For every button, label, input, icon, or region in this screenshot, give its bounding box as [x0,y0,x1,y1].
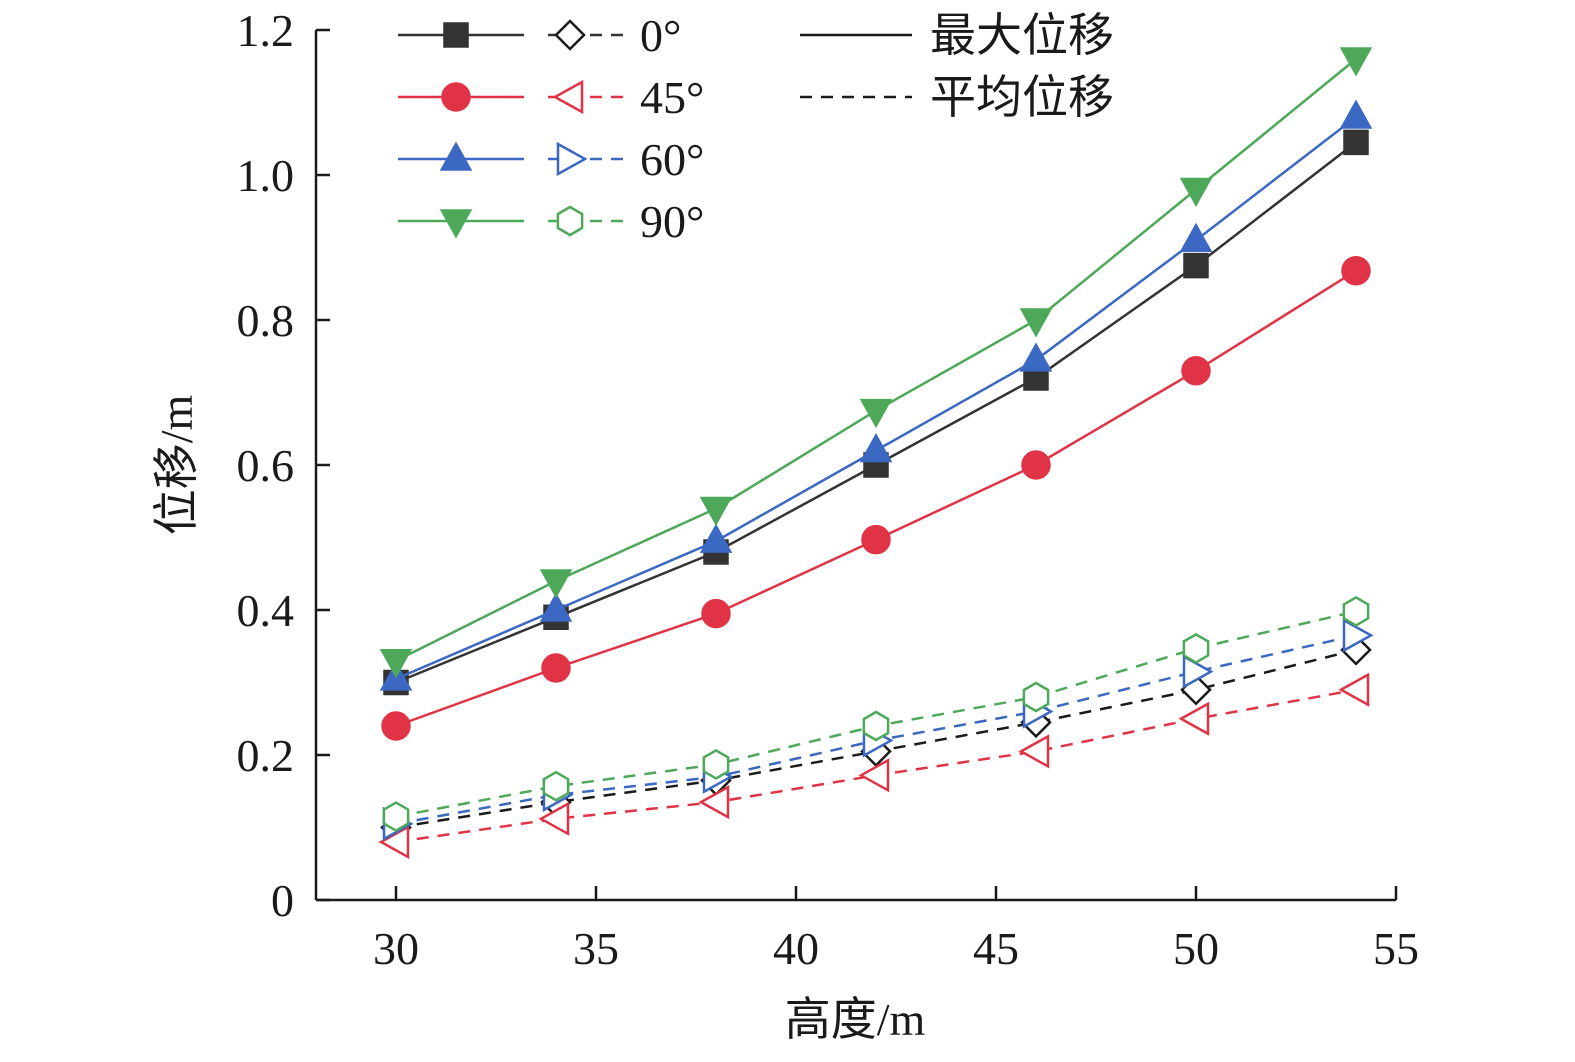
legend-avg-marker [556,141,588,177]
data-point [1339,99,1373,129]
data-point [859,398,893,429]
data-point [1022,681,1050,713]
data-point [1339,47,1373,77]
data-point [382,801,410,833]
data-point [859,432,893,463]
y-tick-label: 0 [271,875,294,926]
legend-style-label: 平均位移 [930,72,1114,123]
data-point [378,824,410,860]
data-point [858,758,890,793]
data-point [538,801,570,836]
legend-style-max: 最大位移 [800,10,1114,61]
data-point [862,710,890,742]
data-point [1341,255,1371,286]
legend-entry-45deg: 45° [398,72,704,123]
data-point [698,785,730,820]
x-tick-label: 50 [1173,923,1219,974]
legend-label: 0° [640,10,681,61]
y-tick-label: 1.2 [237,5,295,56]
data-point [1342,595,1370,627]
y-tick-label: 0.6 [237,440,295,491]
data-point [1182,654,1214,689]
series-90deg-avg [382,595,1370,833]
legend-max-marker [439,141,473,171]
series-45deg-max [381,255,1371,741]
data-point [1181,356,1211,386]
series-line [395,116,1357,681]
x-tick-label: 35 [573,923,619,974]
data-point [699,523,733,553]
legend-avg-marker [552,79,584,115]
y-tick-label: 0.2 [237,730,295,781]
axes: 30 35 40 45 50 55 0 0.2 0.4 0.6 0.8 1.0 1.2 [237,5,1420,974]
data-point [702,748,730,780]
series-45deg-avg [378,672,1370,860]
y-axis-title: 位移/m [151,395,202,536]
x-tick-label: 40 [773,923,819,974]
data-point [1019,342,1053,372]
data-point [1019,308,1053,338]
legend-label: 60° [640,134,704,185]
data-point [1338,672,1370,707]
x-tick-label: 45 [973,923,1019,974]
data-point [1179,177,1213,208]
legend-avg-marker [556,205,584,237]
series-line [395,269,1357,728]
data-point [539,592,573,622]
legend-avg-marker [554,19,586,51]
legend-max-marker [443,22,469,48]
data-point [701,598,731,629]
data-point [1179,222,1213,252]
data-point [1182,632,1210,664]
series-layer [378,47,1374,860]
data-point [1342,618,1374,653]
x-tick-label: 30 [373,923,419,974]
legend-entry-60deg: 60° [398,134,704,185]
x-tick-label: 55 [1373,923,1419,974]
data-point [861,524,891,555]
legend-entry-90deg: 90° [398,196,704,247]
y-tick-label: 1.0 [237,150,295,201]
data-point [542,770,570,802]
series-90deg-max [379,47,1373,679]
data-point [1183,252,1209,279]
y-tick-label: 0.8 [237,295,295,346]
y-tick-label: 0.4 [237,585,295,636]
data-point [539,569,573,599]
data-point [1178,701,1210,736]
data-point [381,711,411,741]
legend-style-avg: 平均位移 [800,72,1114,123]
legend-label: 45° [640,72,704,123]
legend-entry-0deg: 0° [398,10,681,61]
data-point [379,649,413,679]
legend-label: 90° [640,196,704,247]
legend-max-marker [441,82,471,112]
data-point [1021,450,1051,480]
data-point [1018,734,1050,769]
data-point [1343,129,1369,156]
series-60deg-max [379,99,1373,691]
x-axis-title: 高度/m [785,994,926,1045]
legend-style-label: 最大位移 [930,10,1114,61]
data-point [699,496,733,527]
data-point [541,653,571,683]
legend-max-marker [439,209,473,239]
